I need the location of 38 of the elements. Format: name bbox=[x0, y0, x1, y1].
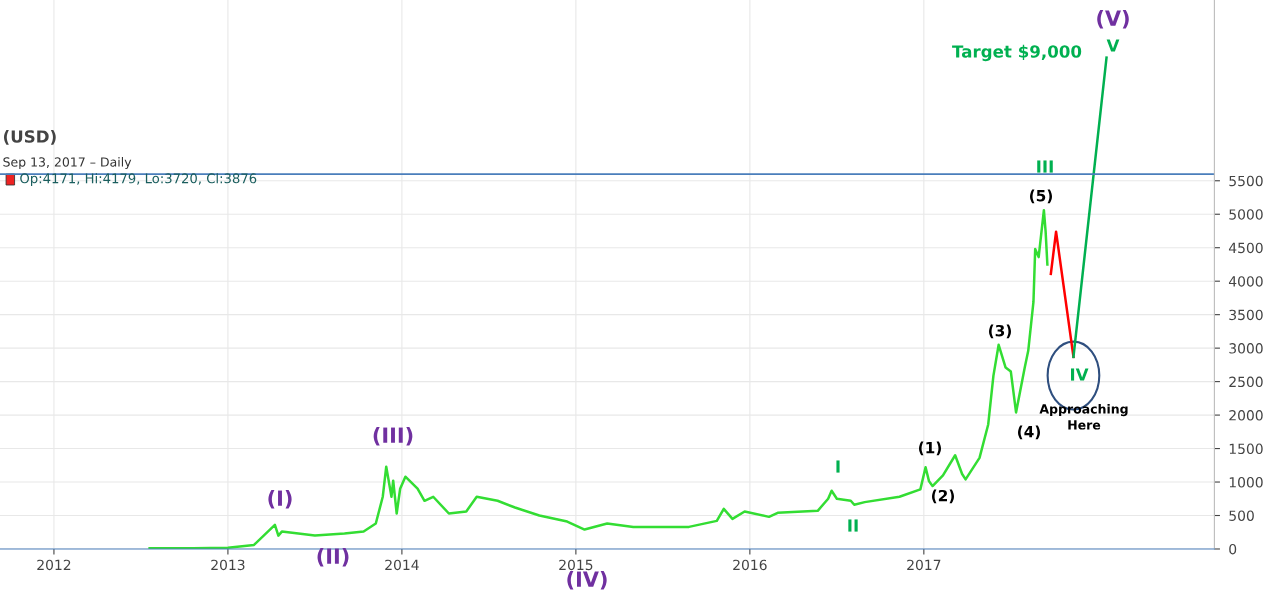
annotation: I bbox=[836, 460, 840, 473]
x-tick-label: 2013 bbox=[211, 559, 245, 571]
text: (USD) bbox=[3, 129, 56, 145]
y-tick-label: 2500 bbox=[1229, 376, 1263, 388]
annotation: Approaching Here bbox=[1039, 403, 1128, 430]
annotation: Op:4171, Hi:4179, Lo:3720, Cl:3876 bbox=[20, 173, 257, 186]
y-tick-label: 4000 bbox=[1228, 276, 1263, 287]
text: (IV) bbox=[567, 570, 607, 590]
text: Sep 13, 2017 – Daily bbox=[3, 157, 132, 170]
annotation: (1) bbox=[919, 441, 941, 456]
annotation: Target $9,000 bbox=[952, 44, 1082, 62]
x-tick-label: 2014 bbox=[385, 559, 419, 571]
y-tick-label: 3000 bbox=[1229, 343, 1263, 354]
annotation: V bbox=[1106, 39, 1120, 52]
y-tick-label: 0 bbox=[1229, 543, 1237, 555]
annotation: (III) bbox=[373, 426, 413, 446]
annotation: (I) bbox=[268, 489, 292, 509]
y-tick-label: 1000 bbox=[1229, 477, 1263, 488]
annotation: (2) bbox=[932, 489, 954, 504]
annotation: IV bbox=[1070, 368, 1089, 381]
annotation: (4) bbox=[1018, 425, 1040, 440]
annotation: (5) bbox=[1030, 189, 1052, 204]
x-tick-label: 2012 bbox=[37, 559, 71, 571]
y-tick-label: 4500 bbox=[1228, 242, 1263, 254]
y-tick-label: 5000 bbox=[1229, 209, 1263, 220]
x-tick-label: 2016 bbox=[733, 559, 767, 571]
y-tick-label: 1500 bbox=[1229, 443, 1263, 455]
annotation: (V) bbox=[1097, 9, 1129, 29]
annotation: III bbox=[1037, 160, 1053, 173]
y-tick-label: 2000 bbox=[1229, 410, 1263, 421]
x-tick-label: 2017 bbox=[907, 559, 941, 571]
annotation: (3) bbox=[989, 324, 1011, 339]
annotation: (II) bbox=[317, 547, 349, 567]
y-tick-label: 3500 bbox=[1229, 309, 1263, 321]
y-tick-label: 5500 bbox=[1229, 175, 1263, 187]
x-tick-label: 2015 bbox=[559, 559, 593, 571]
y-tick-label: 500 bbox=[1229, 510, 1254, 521]
annotation: II bbox=[848, 519, 858, 532]
